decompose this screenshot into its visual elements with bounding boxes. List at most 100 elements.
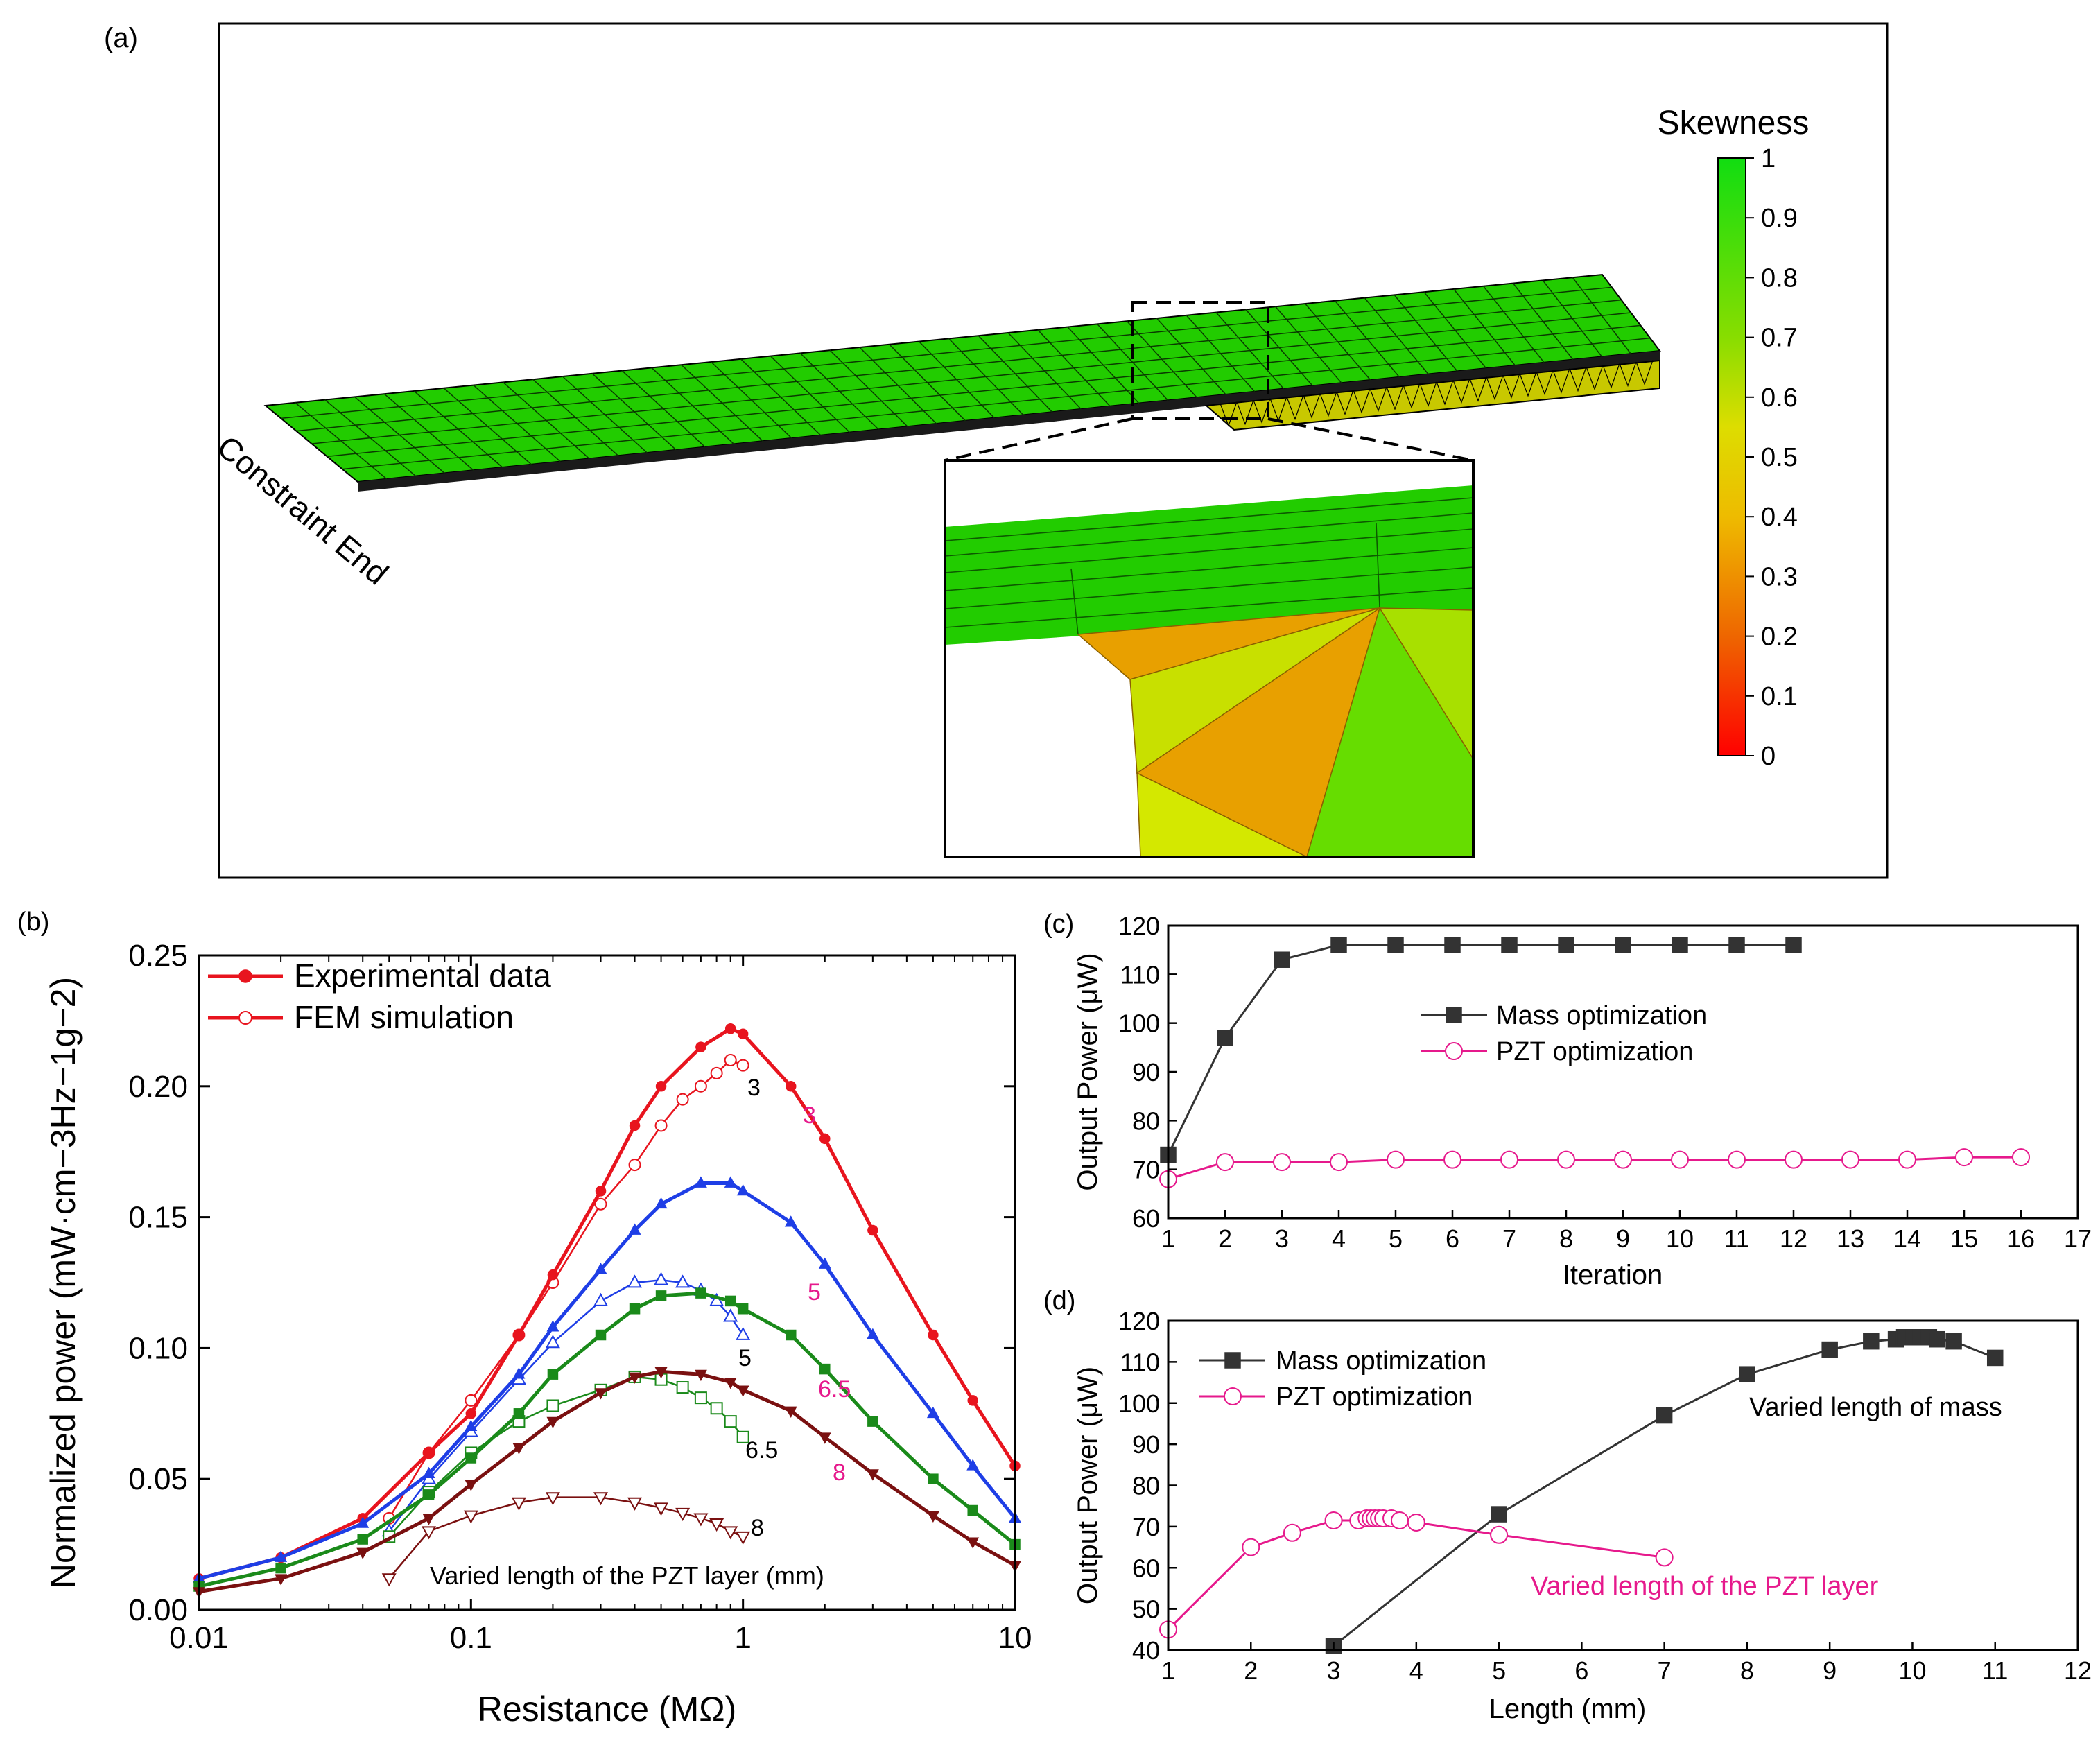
pzt-triangle — [1319, 392, 1337, 417]
data-point — [513, 1408, 525, 1419]
data-point — [736, 1531, 751, 1545]
y-tick-label: 0.10 — [128, 1331, 188, 1365]
y-tick-label: 110 — [1120, 1348, 1160, 1376]
legend-label: Mass optimization — [1496, 1001, 1707, 1030]
annotation-pzt: Varied length of the PZT layer — [1531, 1572, 1879, 1601]
legend-marker — [238, 1011, 252, 1025]
data-point — [1330, 1153, 1348, 1172]
data-point — [710, 1402, 723, 1415]
x-tick-label: 1 — [1161, 1656, 1175, 1685]
pzt-triangle — [1303, 393, 1321, 419]
curve-label-fem: 8 — [751, 1515, 764, 1541]
data-point — [2012, 1148, 2030, 1167]
curve-label-fem: 5 — [738, 1345, 752, 1371]
panel-label-b: (b) — [17, 908, 49, 937]
data-point — [1785, 1150, 1803, 1169]
data-point — [1955, 1148, 1973, 1167]
data-point — [465, 1419, 478, 1432]
x-tick-label: 12 — [2064, 1656, 2092, 1685]
data-point — [928, 1473, 939, 1484]
zoom-connector-right — [1267, 417, 1474, 462]
x-tick-label: 8 — [1559, 1224, 1573, 1253]
x-tick-label: 1 — [1161, 1224, 1175, 1253]
data-point — [784, 1215, 797, 1227]
data-point — [724, 1415, 737, 1428]
data-point — [819, 1133, 831, 1145]
x-tick-label: 12 — [1780, 1224, 1807, 1253]
pzt-triangle — [1236, 400, 1254, 426]
data-point — [736, 1059, 749, 1072]
pzt-underside — [1204, 359, 1660, 431]
beam-mesh — [263, 273, 1661, 492]
legend-label: FEM simulation — [294, 999, 514, 1035]
data-point — [675, 1507, 691, 1521]
data-point — [1491, 1506, 1507, 1523]
data-point — [654, 1502, 669, 1516]
pzt-triangle — [1353, 388, 1371, 414]
data-point — [654, 1367, 668, 1379]
data-point — [1444, 937, 1461, 953]
legend-label: Experimental data — [294, 957, 551, 994]
x-tick-label: 0.1 — [450, 1621, 492, 1655]
curve-label-exp: 8 — [833, 1459, 846, 1486]
data-point — [786, 1329, 797, 1341]
colorbar-tick-label: 0.5 — [1761, 443, 1798, 472]
zoom-region-box — [1131, 301, 1269, 420]
data-point — [926, 1406, 939, 1419]
y-tick-label: 50 — [1132, 1595, 1160, 1624]
panel-d-chart: (d) 1 2 3 4 5 6 7 8 9 10 11 12405060708090100110120… — [1043, 1286, 2092, 1724]
data-point — [1500, 1150, 1518, 1169]
legend-label: Mass optimization — [1276, 1346, 1486, 1376]
data-point — [1407, 1513, 1425, 1532]
panel-label-d: (d) — [1043, 1286, 1075, 1315]
data-point — [1283, 1523, 1301, 1542]
data-point — [546, 1416, 559, 1429]
x-axis-label: Length (mm) — [1489, 1694, 1647, 1724]
zoom-inset — [944, 459, 1475, 858]
x-tick-label: 11 — [1982, 1656, 2008, 1685]
y-axis-label: Output Power (μW) — [1073, 953, 1103, 1190]
data-point — [1330, 937, 1347, 953]
y-tick-label: 70 — [1132, 1513, 1160, 1541]
x-tick-label: 5 — [1492, 1656, 1506, 1685]
y-tick-label: 120 — [1118, 912, 1160, 940]
mesh-grid — [281, 277, 1651, 480]
mesh-line — [311, 312, 1631, 444]
data-point — [423, 1447, 435, 1459]
data-point — [422, 1466, 435, 1478]
y-tick-label: 0.25 — [128, 939, 188, 973]
x-tick-label: 3 — [1327, 1656, 1341, 1685]
data-point — [1929, 1330, 1945, 1348]
x-tick-label: 6 — [1446, 1224, 1459, 1253]
y-tick-label: 60 — [1132, 1554, 1160, 1582]
y-tick-label: 0.15 — [128, 1201, 188, 1235]
data-point — [724, 1295, 736, 1307]
pzt-triangle — [1602, 363, 1620, 389]
x-tick-label: 9 — [1616, 1224, 1630, 1253]
data-point — [356, 1516, 370, 1528]
data-point — [628, 1223, 641, 1235]
data-point — [966, 1537, 980, 1549]
data-point — [1785, 937, 1802, 953]
colorbar-tick-label: 0.2 — [1761, 623, 1798, 652]
panel-b-chart: (b) 0.01 0.1 1 10 0.00 0.05 0.10 0.15 0.20 0.25 Re… — [17, 908, 1032, 1728]
pzt-triangle — [1386, 385, 1404, 410]
y-tick-label: 100 — [1118, 1389, 1160, 1418]
pzt-triangle — [1552, 368, 1570, 394]
data-point — [1387, 1150, 1405, 1169]
pzt-triangle — [1569, 367, 1587, 392]
y-tick-label: 80 — [1132, 1107, 1160, 1135]
y-tick-label: 60 — [1132, 1204, 1160, 1233]
pzt-triangle — [1436, 380, 1454, 406]
legend-label: PZT optimization — [1276, 1382, 1473, 1412]
data-point — [1217, 1030, 1233, 1046]
pzt-triangle — [1336, 390, 1354, 415]
data-point — [629, 1303, 641, 1315]
data-point — [867, 1416, 878, 1427]
annotation-text: Varied length of the PZT layer (mm) — [430, 1561, 824, 1590]
data-point — [818, 1432, 831, 1444]
data-point — [724, 1054, 737, 1067]
curve-label-exp: 6.5 — [818, 1376, 851, 1403]
data-point — [724, 1023, 736, 1034]
data-point — [275, 1574, 288, 1586]
